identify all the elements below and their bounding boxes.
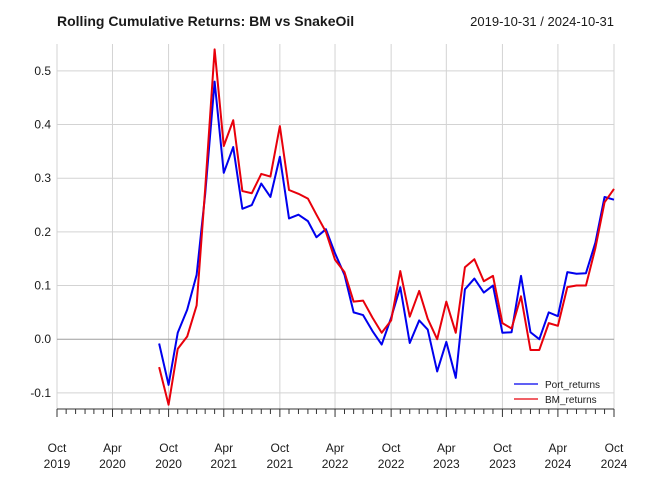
- x-tick-month: Oct: [382, 441, 401, 455]
- x-tick-year: 2022: [378, 457, 405, 471]
- y-tick-label: 0.2: [34, 225, 51, 239]
- x-tick-month: Apr: [549, 441, 568, 455]
- x-tick-month: Apr: [437, 441, 456, 455]
- horizontal-gridlines: [57, 70, 614, 394]
- x-tick-year: 2019: [44, 457, 71, 471]
- y-tick-label: -0.1: [30, 386, 51, 400]
- x-tick-year: 2024: [601, 457, 628, 471]
- x-tick-month: Apr: [326, 441, 345, 455]
- legend: Port_returns BM_returns: [514, 380, 600, 406]
- series-line-port-returns: [158, 80, 615, 386]
- legend-label: Port_returns: [545, 380, 600, 391]
- y-axis: -0.1 0.0 0.1 0.2 0.3 0.4 0.5: [30, 64, 51, 400]
- x-tick-month: Oct: [605, 441, 624, 455]
- x-tick-month: Oct: [159, 441, 178, 455]
- x-tick-year: 2024: [545, 457, 572, 471]
- date-range-label: 2019-10-31 / 2024-10-31: [470, 14, 614, 29]
- y-tick-label: 0.1: [34, 279, 51, 293]
- x-tick-year: 2021: [210, 457, 237, 471]
- x-tick-month: Oct: [48, 441, 67, 455]
- x-tick-month: Oct: [271, 441, 290, 455]
- y-tick-label: 0.0: [34, 332, 51, 346]
- x-axis: Oct 2019 Apr 2020 Oct 2020 Apr 2021 Oct 2021 Apr 20…: [44, 408, 628, 471]
- x-tick-year: 2023: [489, 457, 516, 471]
- y-tick-label: 0.3: [34, 171, 51, 185]
- y-tick-label: 0.4: [34, 118, 51, 132]
- y-tick-label: 0.5: [34, 64, 51, 78]
- x-tick-year: 2020: [99, 457, 126, 471]
- vertical-gridlines: [56, 44, 615, 409]
- x-tick-month: Oct: [493, 441, 512, 455]
- series-line-bm-returns: [158, 48, 615, 406]
- x-tick-year: 2021: [267, 457, 294, 471]
- x-tick-year: 2020: [155, 457, 182, 471]
- legend-label: BM_returns: [545, 395, 597, 406]
- series-lines: [158, 48, 615, 406]
- x-tick-month: Apr: [214, 441, 233, 455]
- x-tick-month: Apr: [103, 441, 122, 455]
- x-tick-year: 2023: [433, 457, 460, 471]
- x-tick-year: 2022: [322, 457, 349, 471]
- chart-title: Rolling Cumulative Returns: BM vs SnakeO…: [57, 13, 354, 29]
